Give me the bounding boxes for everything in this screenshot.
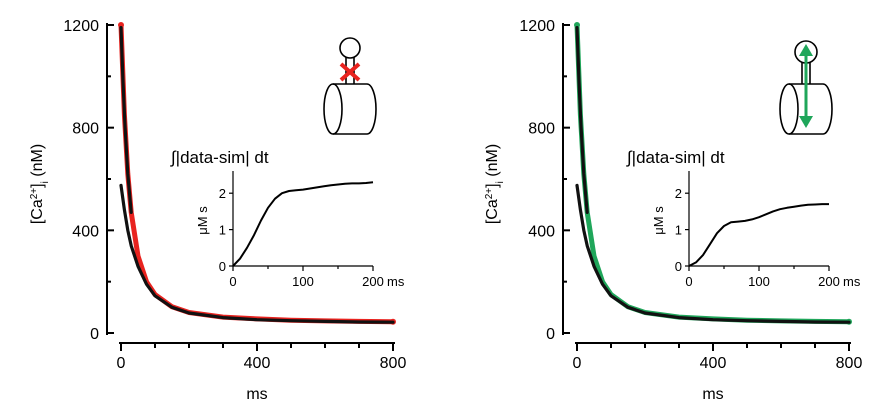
y-axis-label-bracket-open: [Ca	[484, 199, 501, 224]
y-tick-label: 1200	[63, 18, 99, 35]
main-plot-marks	[574, 22, 852, 325]
dendrite-back	[822, 83, 833, 135]
x-tick-label: 400	[244, 355, 271, 372]
inset-y-label: μM s	[651, 206, 666, 235]
inset-y-tick-label: 1	[675, 223, 682, 238]
inset-plot: ∫|data-sim| dt 0 1 2 0 100 200 ms μM s	[626, 148, 861, 289]
exchange-arrow-head-down	[799, 116, 813, 128]
exchange-arrow-head-up	[799, 44, 813, 56]
inset-x-tick-label: 0	[685, 274, 692, 289]
inset-title: ∫|data-sim| dt	[170, 148, 269, 167]
inset-x-tick-label: 100	[748, 274, 770, 289]
spine-head	[339, 37, 361, 59]
inset-line	[688, 203, 829, 267]
inset-x-tick-label: 200	[818, 274, 840, 289]
y-tick-label: 800	[528, 121, 555, 138]
inset-x-tick-label: 0	[229, 274, 236, 289]
inset-y-tick-label: 1	[219, 223, 226, 238]
y-axis-label: [Ca2+]i (nM)	[29, 144, 51, 224]
x-tick-label: 0	[573, 355, 582, 372]
y-axis-label-bracket-close: ]	[484, 183, 501, 187]
y-tick-label: 1200	[519, 18, 555, 35]
inset-x-tick-label: 200	[362, 274, 384, 289]
inset-title: ∫|data-sim| dt	[626, 148, 725, 167]
inset-x-unit: ms	[843, 274, 861, 289]
y-tick-label: 400	[528, 223, 555, 240]
inset-y-label: μM s	[195, 206, 210, 235]
series-start-point	[574, 22, 580, 28]
series-line-1	[119, 183, 395, 324]
y-axis-label-bracket-close: ]	[29, 183, 46, 187]
series-line-0	[574, 22, 852, 325]
dendrite-end	[323, 83, 343, 135]
x-tick-label: 0	[117, 355, 126, 372]
inset-y-tick-label: 2	[219, 186, 226, 201]
y-axis-label-unit: (nM)	[484, 144, 501, 181]
inset-y-tick-label: 2	[675, 186, 682, 201]
y-axis-label-unit: (nM)	[29, 144, 46, 181]
inset-y-tick-label: 0	[219, 259, 226, 274]
series-start-point	[118, 22, 124, 28]
x-tick-label: 800	[380, 355, 407, 372]
series-line-2	[119, 26, 133, 214]
y-tick-label: 0	[90, 326, 99, 343]
dendritic-spine-open-neck-icon	[779, 40, 833, 135]
y-axis-label-superscript: 2+	[29, 188, 40, 200]
x-tick-label: 800	[836, 355, 863, 372]
inset-x-tick-label: 100	[292, 274, 314, 289]
y-axis-label-superscript: 2+	[484, 188, 495, 200]
main-plot-marks	[118, 22, 396, 325]
y-axis-label-subscript: i	[40, 181, 51, 183]
inset-x-unit: ms	[387, 274, 405, 289]
y-axis-label-subscript: i	[495, 181, 506, 183]
inset-y-tick-label: 0	[675, 259, 682, 274]
y-axis-label: [Ca2+]i (nM)	[484, 144, 506, 224]
inset-plot: ∫|data-sim| dt 0 1 2 0 100 200 ms μM s	[170, 148, 405, 289]
y-tick-label: 0	[546, 326, 555, 343]
dendrite-end	[779, 83, 799, 135]
block-cross-stroke-2	[339, 62, 361, 82]
series-line-1	[575, 183, 851, 324]
dendrite-back	[366, 83, 377, 135]
y-tick-label: 400	[72, 223, 99, 240]
series-line-2	[575, 26, 589, 214]
dendritic-spine-blocked-neck-icon	[323, 37, 377, 135]
y-tick-label: 800	[72, 121, 99, 138]
y-axis-label-bracket-open: [Ca	[29, 199, 46, 224]
x-axis-label: ms	[702, 386, 723, 403]
inset-line	[232, 181, 374, 267]
x-axis-label: ms	[246, 386, 267, 403]
x-tick-label: 400	[700, 355, 727, 372]
